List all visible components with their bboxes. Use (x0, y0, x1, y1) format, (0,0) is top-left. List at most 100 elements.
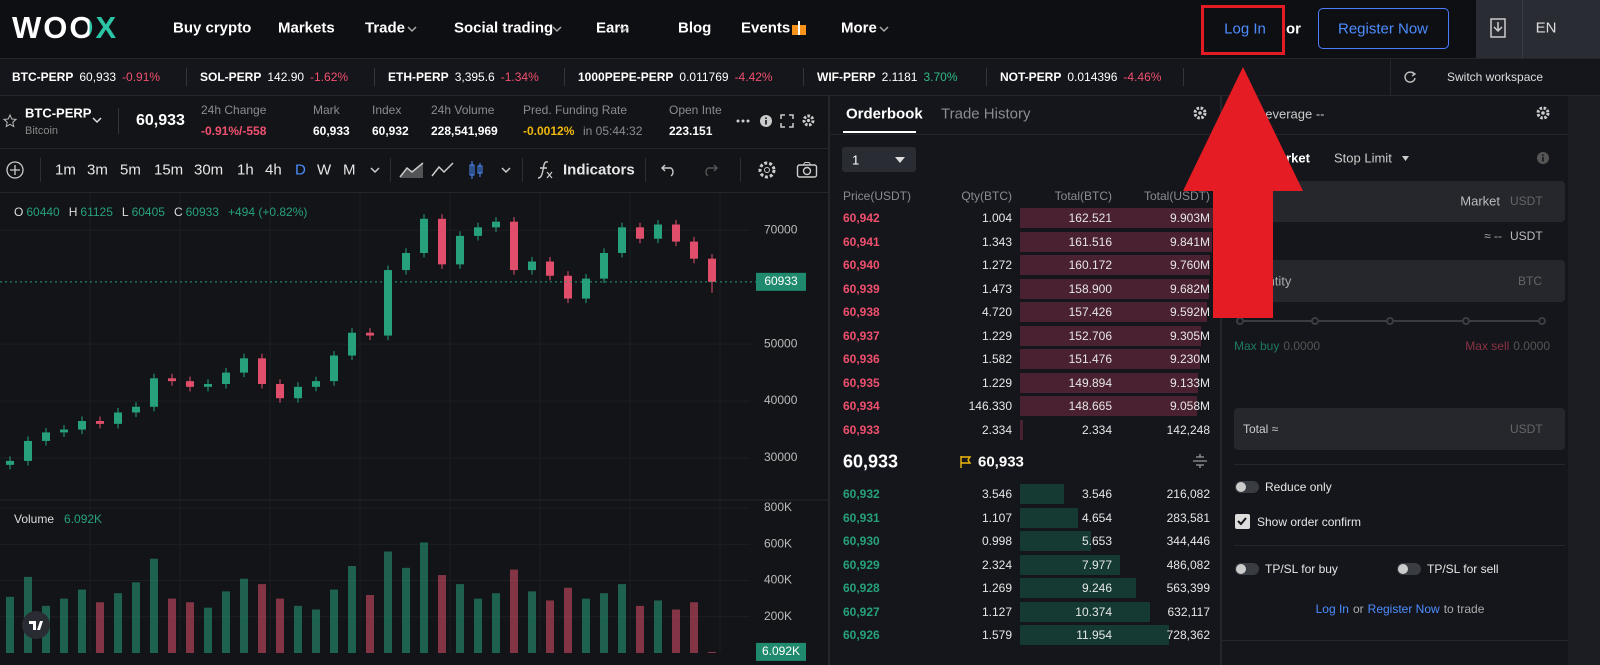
ticker-item[interactable]: ETH-PERP 3,395.6 -1.34% (388, 70, 539, 84)
flag-icon[interactable] (960, 456, 972, 468)
fullscreen-icon[interactable] (780, 114, 794, 128)
nav-item[interactable]: Social trading (454, 19, 554, 37)
chevron[interactable] (501, 167, 511, 174)
chevron-part (92, 117, 102, 124)
candle-icon[interactable] (469, 161, 483, 179)
order-price[interactable]: 60,939 (843, 281, 880, 296)
info-icon[interactable] (1537, 152, 1549, 164)
stat-value: -0.91%/-558 (201, 124, 267, 138)
select-arrow[interactable] (895, 157, 905, 163)
total-input[interactable] (1234, 408, 1565, 450)
refresh-icon[interactable] (1404, 71, 1417, 83)
settings-icon[interactable] (1193, 106, 1207, 120)
interval-button[interactable]: D (295, 161, 306, 179)
order-price[interactable]: 60,927 (843, 604, 880, 619)
order-price[interactable]: 60,930 (843, 534, 880, 548)
register-link[interactable]: Register Now (1367, 602, 1440, 616)
camera-icon[interactable] (796, 162, 818, 178)
settings-icon[interactable] (802, 114, 815, 127)
fx-icon[interactable] (537, 161, 553, 179)
order-total-usdt: 9.760M (1169, 258, 1210, 272)
layout-icon[interactable] (1193, 454, 1207, 468)
settings-icon[interactable] (1536, 106, 1550, 120)
order-price[interactable]: 60,928 (843, 581, 880, 595)
logo[interactable]: WOOX (12, 10, 119, 45)
order-price[interactable]: 60,936 (843, 352, 880, 366)
ticker-item[interactable]: SOL-PERP 142.90 -1.62% (200, 70, 348, 84)
nav-item[interactable]: More (841, 19, 877, 37)
interval-button[interactable]: 15m (154, 161, 184, 179)
tradingview-logo-part (29, 621, 43, 630)
gift-icon[interactable] (792, 21, 806, 35)
login-link[interactable]: Log In (1224, 20, 1266, 38)
order-price[interactable]: 60,938 (843, 305, 880, 319)
interval-button[interactable]: W (317, 161, 332, 179)
order-price[interactable]: 60,941 (843, 234, 880, 249)
login-link[interactable]: Log In (1315, 602, 1349, 616)
order-price[interactable]: 60,929 (843, 557, 880, 572)
download-icon[interactable] (1490, 18, 1506, 38)
ticker-item[interactable]: 1000PEPE-PERP 0.011769 -4.42% (578, 70, 773, 84)
register-button-text[interactable]: Register Now (1337, 20, 1429, 38)
stop-limit-tab[interactable]: Stop Limit (1334, 150, 1392, 166)
order-price[interactable]: 60,933 (843, 422, 880, 437)
leverage[interactable]: Leverage -- (1258, 106, 1325, 122)
order-total-usdt: 563,399 (1166, 581, 1210, 595)
orderbook-tab[interactable]: Orderbook (846, 105, 923, 123)
order-qty: 1.229 (981, 328, 1012, 343)
candle-body (654, 224, 662, 239)
order-total-btc: 149.894 (1068, 375, 1112, 390)
nav-item[interactable]: Blog (678, 19, 712, 37)
trade-history-tab[interactable]: Trade History (941, 105, 1031, 123)
redo-icon[interactable] (702, 164, 718, 177)
order-price[interactable]: 60,937 (843, 328, 880, 343)
nav-item[interactable]: Markets (278, 19, 335, 37)
interval-button[interactable]: 30m (194, 161, 224, 179)
more-icon[interactable] (736, 119, 750, 123)
chevron[interactable] (552, 26, 562, 33)
order-price[interactable]: 60,935 (843, 375, 880, 390)
interval-button[interactable]: 1h (237, 161, 254, 179)
chevron[interactable] (879, 26, 889, 33)
ticker-item[interactable]: BTC-PERP 60,933 -0.91% (12, 70, 160, 84)
info-icon-part (1542, 157, 1544, 162)
ticker-item[interactable]: WIF-PERP 2.1181 3.70% (817, 70, 958, 84)
tab-arrow[interactable] (1401, 155, 1409, 161)
interval-button[interactable]: M (343, 161, 356, 179)
nav-item[interactable]: Events (741, 19, 791, 37)
chevron[interactable] (370, 167, 380, 174)
nav-item[interactable]: Buy crypto (173, 19, 252, 37)
volume-value: 6.092K (64, 512, 103, 526)
interval-button[interactable]: 5m (120, 161, 141, 179)
switch-workspace[interactable]: Switch workspace (1447, 70, 1544, 84)
order-price[interactable]: 60,931 (843, 510, 880, 525)
undo-icon[interactable] (661, 164, 677, 177)
order-price[interactable]: 60,932 (843, 487, 880, 501)
info-icon[interactable] (760, 115, 772, 127)
area-icon[interactable] (399, 162, 424, 178)
ticker-item[interactable]: NOT-PERP 0.014396 -4.46% (1000, 70, 1161, 84)
order-total-btc: 2.334 (1081, 422, 1112, 437)
settings-icon[interactable] (758, 161, 776, 179)
star-icon[interactable] (2, 113, 18, 128)
order-price[interactable]: 60,942 (843, 211, 880, 225)
order-price[interactable]: 60,934 (843, 399, 880, 413)
tradingview-logo[interactable] (22, 611, 50, 639)
line-icon[interactable] (431, 162, 454, 177)
interval-button[interactable]: 1m (55, 161, 76, 179)
precision-value[interactable]: 1 (852, 152, 860, 168)
interval-button[interactable]: 4h (265, 161, 282, 179)
instrument-symbol[interactable]: BTC-PERP (25, 105, 92, 121)
interval-button[interactable]: 3m (87, 161, 108, 179)
nav-item[interactable]: Earn (596, 19, 630, 37)
chevron[interactable] (92, 117, 102, 124)
nav-item[interactable]: Trade (365, 19, 406, 37)
chevron[interactable] (407, 26, 417, 33)
quantity-input[interactable] (1234, 260, 1565, 302)
language[interactable]: EN (1535, 19, 1557, 37)
order-price[interactable]: 60,926 (843, 628, 880, 642)
chevron[interactable] (619, 26, 629, 33)
order-price[interactable]: 60,940 (843, 258, 880, 272)
indicators-button[interactable]: Indicators (563, 161, 635, 179)
add-icon[interactable] (6, 161, 24, 179)
